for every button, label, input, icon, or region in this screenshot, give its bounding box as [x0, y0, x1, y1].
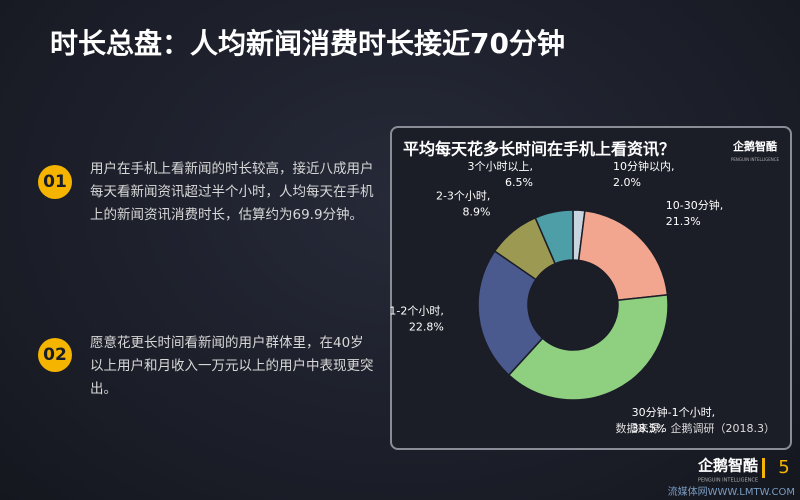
- divider: [762, 458, 765, 478]
- slice-value-label: 38.5%: [632, 422, 667, 435]
- slice-label: 10分钟以内,: [613, 159, 675, 173]
- point-number: 02: [38, 338, 72, 372]
- slice-label: 2-3个小时,: [436, 190, 490, 203]
- point-number: 01: [38, 165, 72, 199]
- slice-value-label: 22.8%: [409, 321, 444, 334]
- slice-value-label: 21.3%: [666, 215, 701, 228]
- donut-segment: [534, 209, 574, 265]
- chart-source: 数据来源：企鹅调研（2018.3）: [616, 421, 776, 435]
- logo-subtitle: PENGUIN INTELLIGENCE: [698, 478, 758, 484]
- point-text: 用户在手机上看新闻的时长较高，接近八成用户每天看新闻资讯超过半个小时，人均每天在…: [90, 161, 374, 223]
- chart-logo-subtitle: PENGUIN INTELLIGENCE: [731, 157, 780, 162]
- slice-label: 10-30分钟,: [666, 198, 723, 212]
- chart-title: 平均每天花多长时间在手机上看资讯？: [403, 140, 675, 159]
- donut-segment: [577, 209, 669, 302]
- slide-title: 时长总盘：人均新闻消费时长接近70分钟: [50, 27, 565, 60]
- chart-logo: 企鹅智酷: [732, 139, 777, 153]
- slice-value-label: 8.9%: [462, 206, 490, 219]
- slice-label: 1-2个小时,: [389, 305, 443, 318]
- slice-value-label: 6.5%: [505, 176, 533, 189]
- donut-segment: [507, 294, 669, 401]
- point-text: 愿意花更长时间看新闻的用户群体里，在40岁以上用户和月收入一万元以上的用户中表现…: [90, 335, 374, 397]
- slice-label: 30分钟-1个小时,: [632, 405, 715, 419]
- page-number: 5: [778, 457, 789, 478]
- slice-label: 3个小时以上,: [468, 160, 534, 173]
- slice-value-label: 2.0%: [613, 176, 641, 189]
- logo: 企鹅智酷: [697, 457, 758, 475]
- donut-segment: [477, 250, 544, 377]
- watermark: 流媒体网WWW.LMTW.COM: [668, 485, 795, 498]
